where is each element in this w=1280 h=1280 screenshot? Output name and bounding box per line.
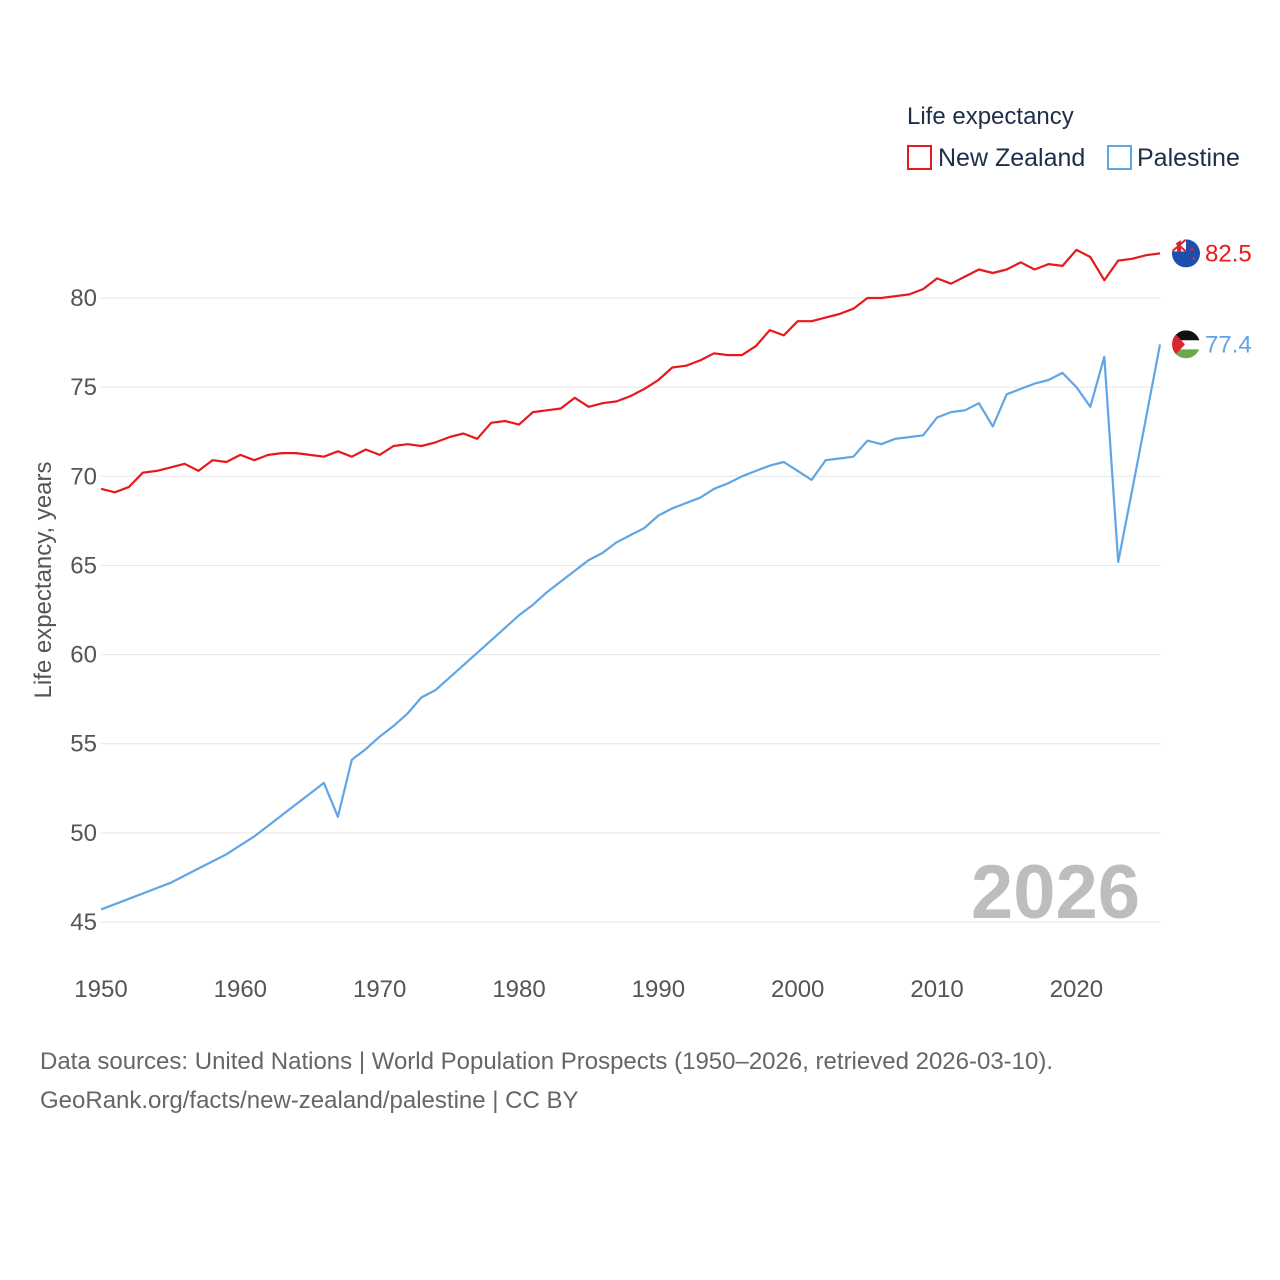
life-expectancy-chart: 45 50 55 60 65 70 75 80 1950 1960 1970 1980 1990 200… (30, 103, 1252, 1003)
legend-label-palestine: Palestine (1137, 144, 1240, 172)
end-value-label-new-zealand: 82.5 (1205, 240, 1252, 267)
y-tick-label-45: 45 (70, 909, 97, 936)
x-tick-label-1960: 1960 (214, 976, 267, 1003)
x-tick-label-1990: 1990 (632, 976, 685, 1003)
legend-label-new-zealand: New Zealand (938, 144, 1085, 172)
series-lines (100, 248, 1162, 911)
y-tick-label-65: 65 (70, 552, 97, 579)
legend: Life expectancy New Zealand Palestine (907, 103, 1240, 172)
y-tick-label-80: 80 (70, 285, 97, 312)
end-value-label-palestine: 77.4 (1205, 331, 1252, 358)
x-tick-label-1980: 1980 (492, 976, 545, 1003)
series-line-new-zealand (100, 248, 1161, 494)
x-tick-label-2010: 2010 (910, 976, 963, 1003)
footer: Data sources: United Nations | World Pop… (40, 1042, 1053, 1120)
y-tick-label-50: 50 (70, 820, 97, 847)
x-tick-label-2020: 2020 (1050, 976, 1103, 1003)
x-tick-label-1970: 1970 (353, 976, 406, 1003)
legend-swatch-new-zealand (907, 145, 932, 170)
gridlines (101, 297, 1161, 923)
source-url-text[interactable]: GeoRank.org/facts/new-zealand/palestine … (40, 1087, 579, 1114)
legend-title: Life expectancy (907, 103, 1074, 130)
legend-swatch-palestine (1107, 145, 1132, 170)
legend-item-new-zealand[interactable]: New Zealand (907, 144, 1085, 172)
series-line-palestine (100, 344, 1162, 911)
palestine-flag-icon (1172, 330, 1200, 359)
y-tick-label-60: 60 (70, 642, 97, 669)
legend-item-palestine[interactable]: Palestine (1107, 144, 1240, 172)
current-year-watermark: 2026 (971, 850, 1140, 935)
y-tick-label-70: 70 (70, 463, 97, 490)
y-axis-title: Life expectancy, years (30, 461, 57, 698)
y-tick-label-55: 55 (70, 731, 97, 758)
x-tick-label-2000: 2000 (771, 976, 824, 1003)
new-zealand-flag-icon (1172, 239, 1200, 268)
data-sources-text: Data sources: United Nations | World Pop… (40, 1048, 1054, 1075)
y-tick-label-75: 75 (70, 374, 97, 401)
x-tick-label-1950: 1950 (74, 976, 127, 1003)
x-axis-ticks: 1950 1960 1970 1980 1990 2000 2010 2020 (74, 976, 1103, 1003)
series-end-markers: 82.5 77.4 (1172, 239, 1252, 359)
y-axis-ticks: 45 50 55 60 65 70 75 80 (70, 285, 97, 936)
